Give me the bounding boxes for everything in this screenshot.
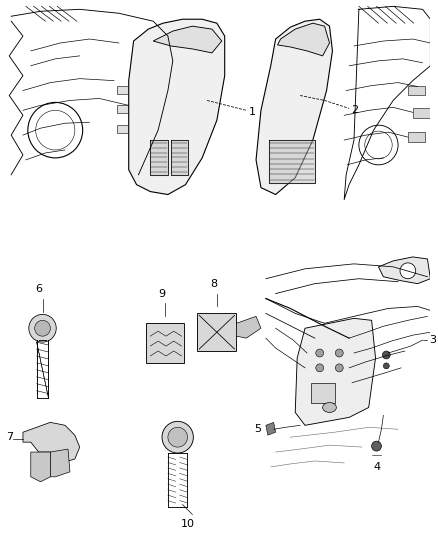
Circle shape [316,349,324,357]
Circle shape [336,349,343,357]
Ellipse shape [323,402,336,413]
FancyBboxPatch shape [146,324,184,363]
Text: 9: 9 [159,288,166,298]
Text: 1: 1 [249,107,256,117]
Polygon shape [50,449,70,477]
Polygon shape [278,23,329,56]
Bar [413,108,431,118]
Text: 8: 8 [210,279,218,289]
Polygon shape [256,19,332,195]
Circle shape [35,320,50,336]
Bar [117,86,132,93]
Circle shape [316,364,324,372]
Polygon shape [237,317,261,338]
Polygon shape [269,140,315,183]
Circle shape [400,263,416,279]
FancyBboxPatch shape [197,313,237,351]
Circle shape [382,351,390,359]
Polygon shape [171,140,188,175]
Polygon shape [150,140,168,175]
Polygon shape [378,257,431,284]
Circle shape [168,427,187,447]
Text: 7: 7 [6,432,13,442]
Circle shape [29,314,56,342]
Polygon shape [31,452,50,482]
Text: 6: 6 [35,284,42,294]
Circle shape [371,441,381,451]
Bar [408,86,425,95]
Text: 10: 10 [180,519,194,529]
Text: 5: 5 [254,424,261,434]
Polygon shape [295,318,375,425]
Bar [311,383,336,402]
Text: 2: 2 [351,106,358,115]
Bar [117,125,132,133]
Polygon shape [153,26,222,53]
Circle shape [162,422,193,453]
Polygon shape [23,422,80,462]
Bar [408,132,425,142]
Polygon shape [129,19,225,195]
Polygon shape [266,422,276,435]
Circle shape [383,363,389,369]
Text: 4: 4 [373,462,380,472]
Bar [117,106,132,114]
Text: 3: 3 [429,335,436,345]
Circle shape [336,364,343,372]
